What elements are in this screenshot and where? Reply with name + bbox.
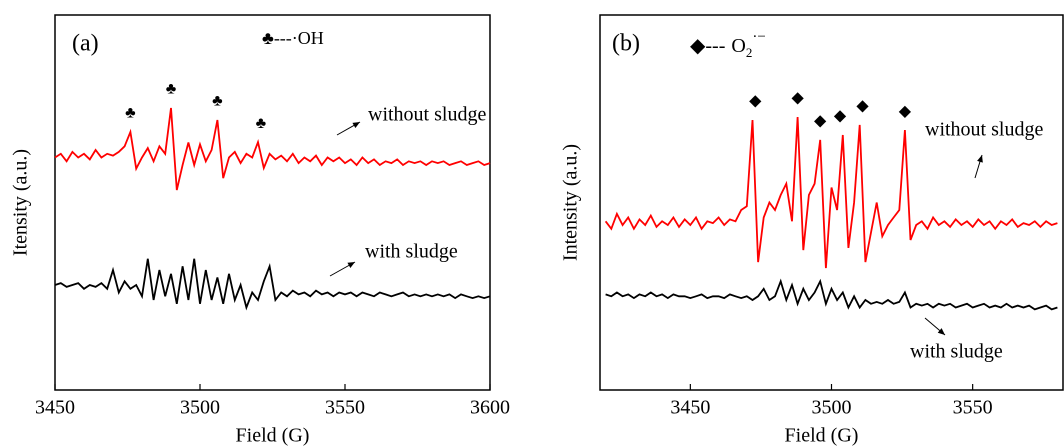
x-tick-label: 3550 (325, 397, 365, 419)
x-tick-label: 3500 (180, 397, 220, 419)
legend-species: O (731, 35, 745, 57)
series-label: without sludge (925, 119, 1043, 141)
peak-marker: ♣ (125, 105, 136, 122)
x-tick-label: 3450 (35, 397, 75, 419)
peak-marker: ◆ (856, 98, 869, 115)
spectrum-line (605, 278, 1058, 311)
peak-marker: ◆ (791, 90, 804, 107)
peak-marker: ◆ (834, 108, 847, 125)
peak-marker: ♣ (256, 115, 267, 132)
series-label: with sludge (365, 241, 458, 263)
peak-marker: ♣ (166, 81, 177, 98)
species-legend: ◆--- O2·− (690, 29, 766, 60)
plot-frame (599, 14, 1064, 391)
legend-superscript: ·− (752, 29, 765, 45)
peak-marker: ◆ (899, 103, 912, 120)
x-tick-label: 3600 (470, 397, 510, 419)
series-label: without sludge (368, 104, 486, 126)
y-axis-label: Intensity (a.u.) (560, 144, 582, 261)
legend-symbol: ◆--- (690, 35, 725, 57)
x-axis-label: Field (G) (785, 425, 859, 447)
y-axis-label: Itensity (a.u.) (10, 149, 32, 256)
arrow-head (352, 122, 360, 129)
x-tick-label: 3450 (670, 397, 710, 419)
x-tick-label: 3550 (953, 397, 993, 419)
spectrum-line (604, 116, 1058, 269)
x-axis-label: Field (G) (236, 425, 310, 447)
series-label: with sludge (910, 341, 1003, 363)
spectrum-line (54, 107, 491, 191)
spectrum-line (54, 258, 491, 311)
panel-label: (a) (72, 31, 99, 57)
panel-label: (b) (612, 31, 640, 57)
legend-subscript: 2 (746, 45, 753, 60)
peak-marker: ♣ (212, 93, 223, 110)
x-tick-label: 3500 (812, 397, 852, 419)
arrow-head (937, 328, 945, 335)
arrow-head (347, 262, 355, 269)
arrow-head (977, 155, 983, 163)
peak-marker: ◆ (814, 113, 827, 130)
peak-marker: ◆ (749, 93, 762, 110)
species-legend: ♣---·OH (262, 28, 324, 48)
plot-frame (54, 14, 491, 391)
